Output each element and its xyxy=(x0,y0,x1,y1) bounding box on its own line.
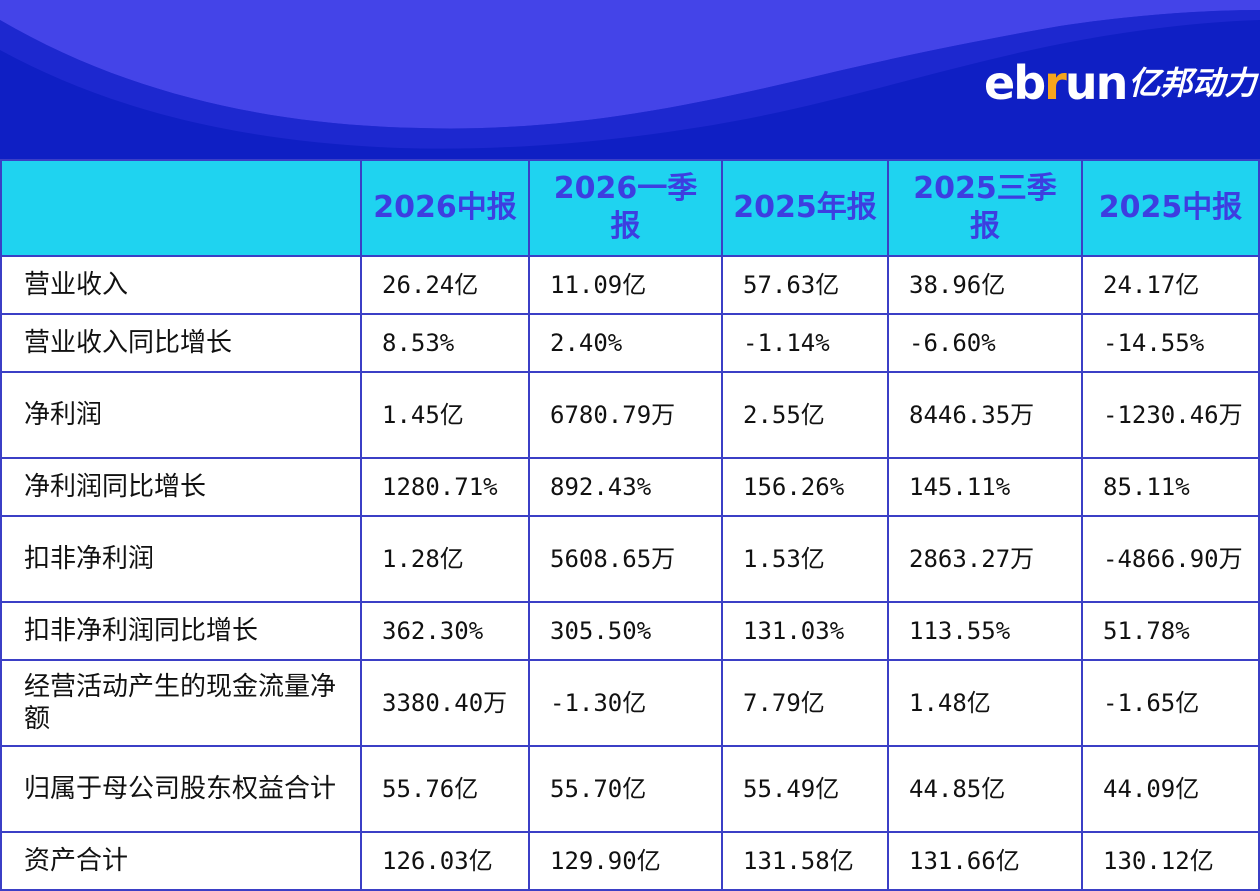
table-row: 净利润同比增长 1280.71% 892.43% 156.26% 145.11% 85.1… xyxy=(0,457,1260,517)
column-header: 2026中报 xyxy=(360,159,530,257)
table-cell: 145.11% xyxy=(887,457,1083,517)
table-cell: 51.78% xyxy=(1081,601,1260,661)
table-header-row: 2026中报 2026一季报 2025年报 2025三季报 2025中报 xyxy=(0,159,1260,257)
table-cell: 26.24亿 xyxy=(360,255,530,315)
ebrun-logo: ebrun 亿邦动力 xyxy=(984,56,1256,110)
row-label: 归属于母公司股东权益合计 xyxy=(0,745,362,833)
table-cell: 7.79亿 xyxy=(721,659,889,747)
column-header: 2025中报 xyxy=(1081,159,1260,257)
column-header: 2025三季报 xyxy=(887,159,1083,257)
row-label: 营业收入同比增长 xyxy=(0,313,362,373)
table-cell: 113.55% xyxy=(887,601,1083,661)
row-label: 扣非净利润 xyxy=(0,515,362,603)
row-label: 净利润 xyxy=(0,371,362,459)
table-cell: -4866.90万 xyxy=(1081,515,1260,603)
table-row: 归属于母公司股东权益合计 55.76亿 55.70亿 55.49亿 44.85亿 44.0… xyxy=(0,745,1260,833)
table-row: 净利润 1.45亿 6780.79万 2.55亿 8446.35万 -1230.46万 xyxy=(0,371,1260,459)
table-cell: 126.03亿 xyxy=(360,831,530,891)
table-row: 扣非净利润同比增长 362.30% 305.50% 131.03% 113.55% 51.… xyxy=(0,601,1260,661)
table-cell: -1.65亿 xyxy=(1081,659,1260,747)
table-cell: 1.45亿 xyxy=(360,371,530,459)
logo-chinese-name: 亿邦动力 xyxy=(1128,64,1257,102)
table-row: 扣非净利润 1.28亿 5608.65万 1.53亿 2863.27万 -4866.90万 xyxy=(0,515,1260,603)
table-cell: 129.90亿 xyxy=(528,831,723,891)
table-cell: 85.11% xyxy=(1081,457,1260,517)
table-cell: 5608.65万 xyxy=(528,515,723,603)
table-cell: 24.17亿 xyxy=(1081,255,1260,315)
column-header-blank xyxy=(0,159,362,257)
table-cell: 156.26% xyxy=(721,457,889,517)
table-cell: 38.96亿 xyxy=(887,255,1083,315)
table-cell: 1.48亿 xyxy=(887,659,1083,747)
wave-decoration xyxy=(0,0,1260,149)
table-cell: 55.49亿 xyxy=(721,745,889,833)
row-label: 经营活动产生的现金流量净额 xyxy=(0,659,362,747)
table-cell: 892.43% xyxy=(528,457,723,517)
logo-wordmark: ebrun xyxy=(984,56,1128,110)
table-cell: -1.14% xyxy=(721,313,889,373)
financial-table: 2026中报 2026一季报 2025年报 2025三季报 2025中报 营业收入 26.… xyxy=(0,159,1260,891)
table-cell: 6780.79万 xyxy=(528,371,723,459)
table-cell: 57.63亿 xyxy=(721,255,889,315)
table-cell: -6.60% xyxy=(887,313,1083,373)
row-label: 营业收入 xyxy=(0,255,362,315)
table-cell: 8.53% xyxy=(360,313,530,373)
table-cell: 8446.35万 xyxy=(887,371,1083,459)
row-label: 净利润同比增长 xyxy=(0,457,362,517)
table-body: 营业收入 26.24亿 11.09亿 57.63亿 38.96亿 24.17亿 营业收入同比… xyxy=(0,255,1260,891)
table-cell: 2.40% xyxy=(528,313,723,373)
table-cell: -1230.46万 xyxy=(1081,371,1260,459)
table-cell: 131.66亿 xyxy=(887,831,1083,891)
table-cell: 2863.27万 xyxy=(887,515,1083,603)
table-cell: 131.58亿 xyxy=(721,831,889,891)
table-cell: -1.30亿 xyxy=(528,659,723,747)
table-row: 经营活动产生的现金流量净额 3380.40万 -1.30亿 7.79亿 1.48亿 -1.… xyxy=(0,659,1260,747)
table-row: 营业收入同比增长 8.53% 2.40% -1.14% -6.60% -14.55% xyxy=(0,313,1260,373)
column-header: 2025年报 xyxy=(721,159,889,257)
table-cell: 305.50% xyxy=(528,601,723,661)
table-cell: 11.09亿 xyxy=(528,255,723,315)
table-cell: 55.70亿 xyxy=(528,745,723,833)
table-row: 资产合计 126.03亿 129.90亿 131.58亿 131.66亿 130.12亿 xyxy=(0,831,1260,891)
table-cell: 2.55亿 xyxy=(721,371,889,459)
table-cell: 44.09亿 xyxy=(1081,745,1260,833)
table-cell: -14.55% xyxy=(1081,313,1260,373)
row-label: 资产合计 xyxy=(0,831,362,891)
column-header: 2026一季报 xyxy=(528,159,723,257)
table-cell: 44.85亿 xyxy=(887,745,1083,833)
table-cell: 3380.40万 xyxy=(360,659,530,747)
header-banner: ebrun 亿邦动力 xyxy=(0,0,1260,160)
table-row: 营业收入 26.24亿 11.09亿 57.63亿 38.96亿 24.17亿 xyxy=(0,255,1260,315)
table-cell: 130.12亿 xyxy=(1081,831,1260,891)
table-cell: 362.30% xyxy=(360,601,530,661)
table-cell: 55.76亿 xyxy=(360,745,530,833)
table-cell: 1280.71% xyxy=(360,457,530,517)
table-cell: 131.03% xyxy=(721,601,889,661)
row-label: 扣非净利润同比增长 xyxy=(0,601,362,661)
table-cell: 1.53亿 xyxy=(721,515,889,603)
table-cell: 1.28亿 xyxy=(360,515,530,603)
